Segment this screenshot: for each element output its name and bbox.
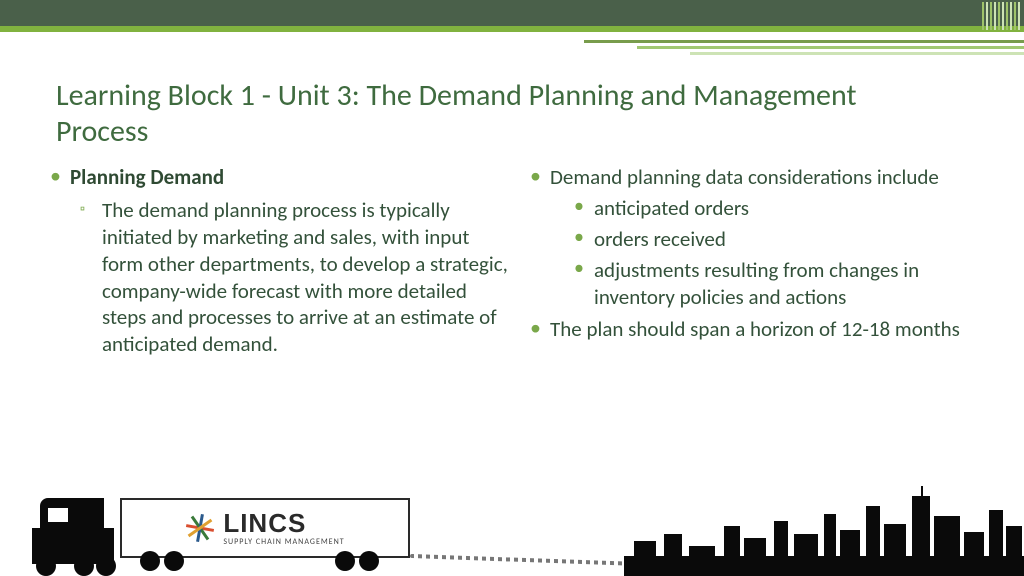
list-item: orders received — [572, 226, 988, 253]
left-column: Planning Demand The demand planning proc… — [48, 164, 508, 364]
list-item: The plan should span a horizon of 12-18 … — [528, 316, 988, 343]
list-item: Planning Demand The demand planning proc… — [48, 164, 508, 358]
list-item: adjustments resulting from changes in in… — [572, 257, 988, 311]
footer-graphics: LINCS SUPPLY CHAIN MANAGEMENT — [0, 476, 1024, 576]
presentation-slide: Learning Block 1 - Unit 3: The Demand Pl… — [0, 0, 1024, 576]
header-band-accent — [0, 26, 1024, 32]
header-underline-stack — [584, 40, 1024, 58]
truck-silhouette-icon — [0, 488, 130, 576]
left-body-text: The demand planning process is typically… — [102, 197, 508, 357]
list-item: anticipated orders — [572, 195, 988, 222]
logo-main-text: LINCS — [223, 510, 344, 536]
right-column: Demand planning data considerations incl… — [528, 164, 988, 364]
header-stripes-icon — [982, 2, 1020, 30]
trailer-wheels-icon — [140, 551, 383, 576]
list-item: Demand planning data considerations incl… — [528, 164, 988, 310]
right-closing-text: The plan should span a horizon of 12-18 … — [550, 316, 960, 342]
city-skyline-icon — [624, 486, 1024, 576]
content-columns: Planning Demand The demand planning proc… — [48, 164, 988, 364]
lincs-logo: LINCS SUPPLY CHAIN MANAGEMENT — [120, 498, 410, 558]
ground-line — [624, 568, 1024, 576]
consideration-item: orders received — [594, 226, 726, 252]
logo-star-icon — [185, 513, 215, 543]
slide-title: Learning Block 1 - Unit 3: The Demand Pl… — [56, 78, 936, 150]
list-item: The demand planning process is typically… — [78, 197, 508, 358]
right-intro-text: Demand planning data considerations incl… — [550, 164, 939, 190]
consideration-item: adjustments resulting from changes in in… — [594, 257, 919, 310]
consideration-item: anticipated orders — [594, 195, 749, 221]
logo-sub-text: SUPPLY CHAIN MANAGEMENT — [223, 538, 344, 546]
chain-icon — [410, 554, 640, 566]
header-band-dark — [0, 0, 1024, 26]
left-heading: Planning Demand — [70, 164, 224, 190]
